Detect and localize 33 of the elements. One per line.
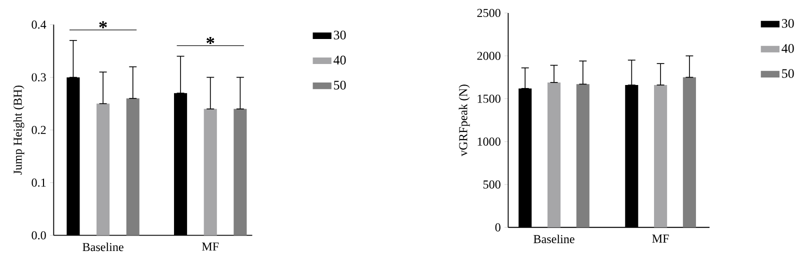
bar (682, 78, 696, 228)
y-tick-label: 0.2 (32, 126, 46, 134)
x-tick-label: Baseline (534, 234, 574, 244)
legend-label: 40 (782, 44, 794, 54)
legend-label: 30 (334, 30, 346, 40)
x-tick-label: Baseline (82, 242, 124, 252)
legend-label: 30 (782, 19, 794, 28)
y-tick-label: 0.3 (32, 73, 46, 82)
bar (547, 82, 561, 228)
bar (654, 85, 668, 228)
y-tick-label: 0.4 (32, 20, 46, 29)
y-tick-label: 2500 (477, 9, 500, 18)
y-tick-label: 2000 (477, 52, 500, 60)
y-tick-label: 500 (483, 180, 500, 189)
legend-label: 40 (334, 56, 346, 65)
y-tick-label: 0.0 (32, 231, 46, 240)
y-tick-label: 0.1 (32, 178, 46, 187)
annotation: * (99, 21, 107, 28)
annotation: * (206, 37, 214, 44)
bar (126, 98, 140, 236)
x-tick-label: MF (652, 234, 669, 243)
bar (204, 109, 217, 236)
y-tick-label: 1000 (478, 138, 500, 146)
x-tick-label: MF (202, 242, 219, 251)
bar (234, 109, 247, 236)
bar (576, 84, 590, 228)
y-axis-title: vGRFpeak (N) (458, 84, 470, 156)
y-tick-label: 1500 (478, 94, 500, 104)
y-tick-label: 0 (495, 224, 500, 232)
y-axis-title: Jump Height (BH) (13, 86, 24, 175)
legend-label: 50 (334, 80, 346, 90)
bar (96, 104, 110, 236)
legend-label: 50 (782, 69, 794, 78)
